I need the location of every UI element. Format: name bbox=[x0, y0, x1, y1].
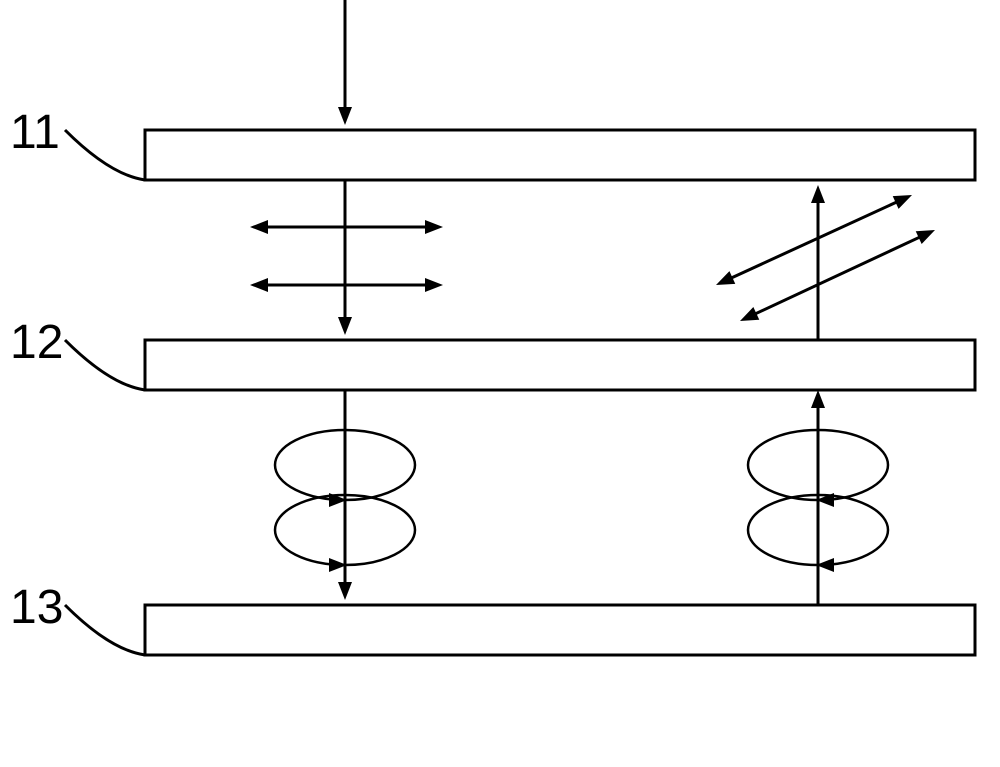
mid-up-arrow-head-end bbox=[811, 185, 825, 203]
diag-2-head-end bbox=[916, 230, 935, 244]
low-down-arrow-head-end bbox=[338, 582, 352, 600]
low-up-arrow-head-end bbox=[811, 390, 825, 408]
mid-down-arrow-head-end bbox=[338, 317, 352, 335]
layer-11 bbox=[145, 130, 975, 180]
layer-12-leader bbox=[65, 340, 145, 390]
diag-2 bbox=[750, 235, 925, 317]
layer-13-label: 13 bbox=[10, 581, 63, 634]
diag-2-head-start bbox=[740, 307, 759, 321]
diag-1 bbox=[726, 200, 902, 281]
horiz-1-head-start bbox=[250, 220, 268, 234]
horiz-2-head-end bbox=[425, 278, 443, 292]
diag-1-head-end bbox=[893, 195, 912, 209]
layer-13 bbox=[145, 605, 975, 655]
layer-12 bbox=[145, 340, 975, 390]
horiz-2-head-start bbox=[250, 278, 268, 292]
diag-1-head-start bbox=[716, 271, 735, 285]
top-down-arrow-head-end bbox=[338, 107, 352, 125]
layer-12-label: 12 bbox=[10, 316, 63, 369]
layer-13-leader bbox=[65, 605, 145, 655]
horiz-1-head-end bbox=[425, 220, 443, 234]
layer-11-label: 11 bbox=[10, 106, 60, 159]
diagram-canvas: 11 12 13 bbox=[0, 0, 1000, 767]
layer-11-leader bbox=[65, 130, 145, 180]
